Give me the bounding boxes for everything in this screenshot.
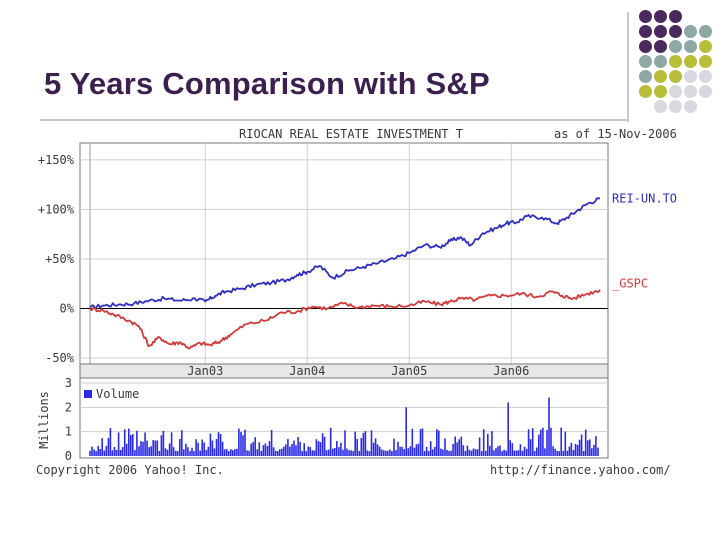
title-horizontal-rule: [40, 119, 627, 121]
y-tick-label: 0%: [60, 301, 75, 315]
volume-tick-label: 0: [65, 449, 72, 463]
series-label: _GSPC: [612, 277, 648, 291]
decor-dot: [669, 25, 682, 38]
decor-dot: [654, 10, 667, 23]
x-tick-label: Jan06: [493, 364, 529, 378]
volume-legend-swatch: [84, 390, 92, 398]
volume-axis-label: Millions: [37, 391, 51, 449]
decor-dot: [684, 85, 697, 98]
decor-dot: [654, 55, 667, 68]
price-panel: [79, 142, 609, 379]
volume-bar-series: [89, 397, 599, 456]
y-tick-label: +100%: [38, 202, 75, 216]
slide-title: 5 Years Comparison with S&P: [44, 66, 490, 101]
decor-dot: [639, 25, 652, 38]
chart-source-url: http://finance.yahoo.com/: [490, 463, 671, 477]
decor-dot: [654, 85, 667, 98]
title-vertical-rule: [627, 12, 629, 122]
decor-dot: [699, 85, 712, 98]
chart-title: RIOCAN REAL ESTATE INVESTMENT T: [239, 127, 463, 141]
decor-dot: [639, 40, 652, 53]
decor-dot: [654, 70, 667, 83]
decor-dot: [699, 40, 712, 53]
decor-dot: [639, 85, 652, 98]
decorative-dot-grid: [639, 10, 719, 120]
decor-dot: [639, 55, 652, 68]
chart-as-of-date: as of 15-Nov-2006: [554, 127, 677, 141]
decor-dot: [699, 55, 712, 68]
price-series: [89, 197, 601, 350]
x-tick-label: Jan05: [391, 364, 427, 378]
decor-dot: [639, 70, 652, 83]
x-tick-label: Jan03: [187, 364, 223, 378]
decor-dot: [654, 40, 667, 53]
decor-dot: [684, 25, 697, 38]
decor-dot: [639, 10, 652, 23]
price-y-ticks: +150% +100% +50% 0% -50%: [38, 153, 75, 365]
decor-dot: [699, 25, 712, 38]
decor-dot: [669, 70, 682, 83]
volume-legend-label: Volume: [96, 387, 139, 401]
volume-tick-label: 3: [65, 376, 72, 390]
decor-dot: [669, 10, 682, 23]
volume-tick-label: 2: [65, 400, 72, 414]
decor-dot: [669, 55, 682, 68]
x-tick-label: Jan04: [289, 364, 325, 378]
volume-grid: [80, 382, 608, 433]
y-tick-label: +150%: [38, 153, 75, 167]
decor-dot: [654, 25, 667, 38]
series-line-rei-un-to: [89, 197, 601, 310]
y-tick-label: -50%: [45, 351, 75, 365]
series-label: REI-UN.TO: [612, 192, 677, 206]
x-ticks: Jan03 Jan04 Jan05 Jan06: [187, 364, 529, 378]
decor-dot: [684, 70, 697, 83]
volume-tick-label: 1: [65, 425, 72, 439]
decor-dot: [669, 100, 682, 113]
decor-dot: [669, 40, 682, 53]
decor-dot: [684, 55, 697, 68]
decor-dot: [654, 100, 667, 113]
series-line--gspc: [89, 289, 601, 350]
decor-dot: [684, 40, 697, 53]
decor-dot: [669, 85, 682, 98]
y-tick-label: +50%: [45, 252, 75, 266]
decor-dot: [699, 70, 712, 83]
volume-bars: [89, 397, 599, 456]
decor-dot: [684, 100, 697, 113]
chart-copyright: Copyright 2006 Yahoo! Inc.: [36, 463, 224, 477]
series-labels: REI-UN.TO _GSPC: [612, 192, 677, 291]
volume-y-ticks: 3 2 1 0: [65, 376, 72, 463]
